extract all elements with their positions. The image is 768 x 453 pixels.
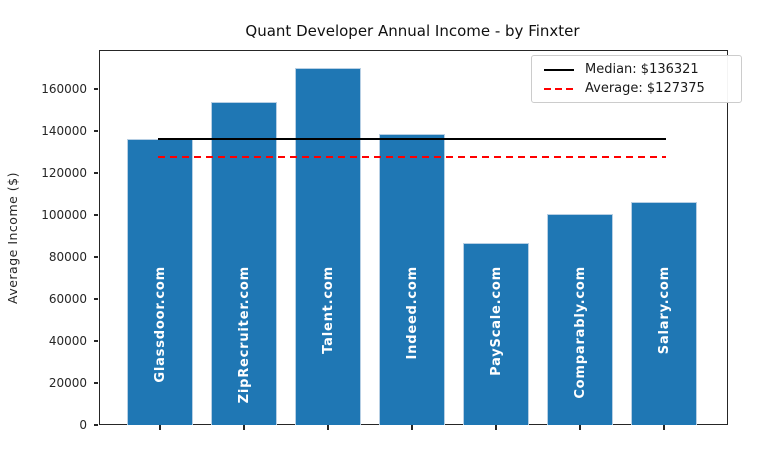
bar [379,134,445,425]
y-tick [93,382,98,384]
y-tick [93,88,98,90]
x-tick [411,425,413,430]
x-tick [159,425,161,430]
x-tick [663,425,665,430]
legend-line-sample-average [544,87,574,90]
average-line [158,156,666,159]
x-tick [579,425,581,430]
bar [211,101,277,425]
y-tick-label: 160000 [41,81,87,96]
bar [463,243,529,425]
bar-label: Salary.com [656,266,672,355]
legend-line-sample-median [544,68,574,71]
legend: Median: $136321 Average: $127375 [531,55,742,103]
y-tick-label: 40000 [48,333,87,348]
y-tick [93,130,98,132]
bar [127,138,193,425]
bar-label: Glassdoor.com [152,266,168,383]
y-tick [93,340,98,342]
chart-title: Quant Developer Annual Income - by Finxt… [245,22,580,40]
y-tick-label: 140000 [41,123,87,138]
bar [295,67,361,425]
bar-label: ZipRecruiter.com [236,266,252,404]
y-tick [93,424,98,426]
y-tick-label: 80000 [48,249,87,264]
bar-label: Talent.com [320,266,336,354]
y-tick-label: 120000 [41,165,87,180]
legend-label: Median: $136321 [585,62,699,77]
y-tick-label: 60000 [48,291,87,306]
y-axis-label: Average Income ($) [2,50,22,425]
bar [547,214,613,425]
legend-item: Average: $127375 [544,79,733,98]
y-tick-label: 20000 [48,375,87,390]
bar [631,202,697,425]
bar-label: PayScale.com [488,266,504,376]
legend-label: Average: $127375 [585,81,705,96]
legend-item: Median: $136321 [544,60,733,79]
y-tick [93,298,98,300]
x-tick [495,425,497,430]
y-tick [93,172,98,174]
y-tick-label: 100000 [41,207,87,222]
y-tick [93,256,98,258]
median-line [158,137,666,140]
y-tick-label: 0 [79,418,87,432]
y-axis-label-text: Average Income ($) [4,171,20,304]
bar-label: Comparably.com [572,266,588,399]
x-tick [327,425,329,430]
bar-label: Indeed.com [404,266,420,360]
y-tick [93,214,98,216]
x-tick [243,425,245,430]
